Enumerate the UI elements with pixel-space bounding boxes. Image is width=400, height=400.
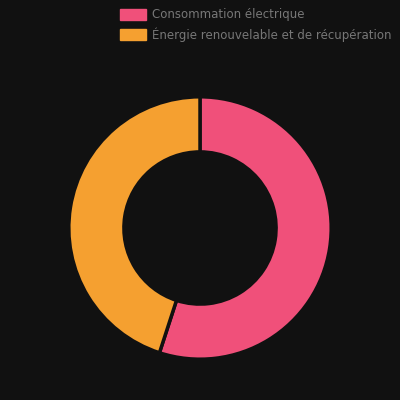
Legend: Consommation électrique, Énergie renouvelable et de récupération: Consommation électrique, Énergie renouve… [118,6,394,44]
Wedge shape [69,97,200,353]
Wedge shape [160,97,331,359]
